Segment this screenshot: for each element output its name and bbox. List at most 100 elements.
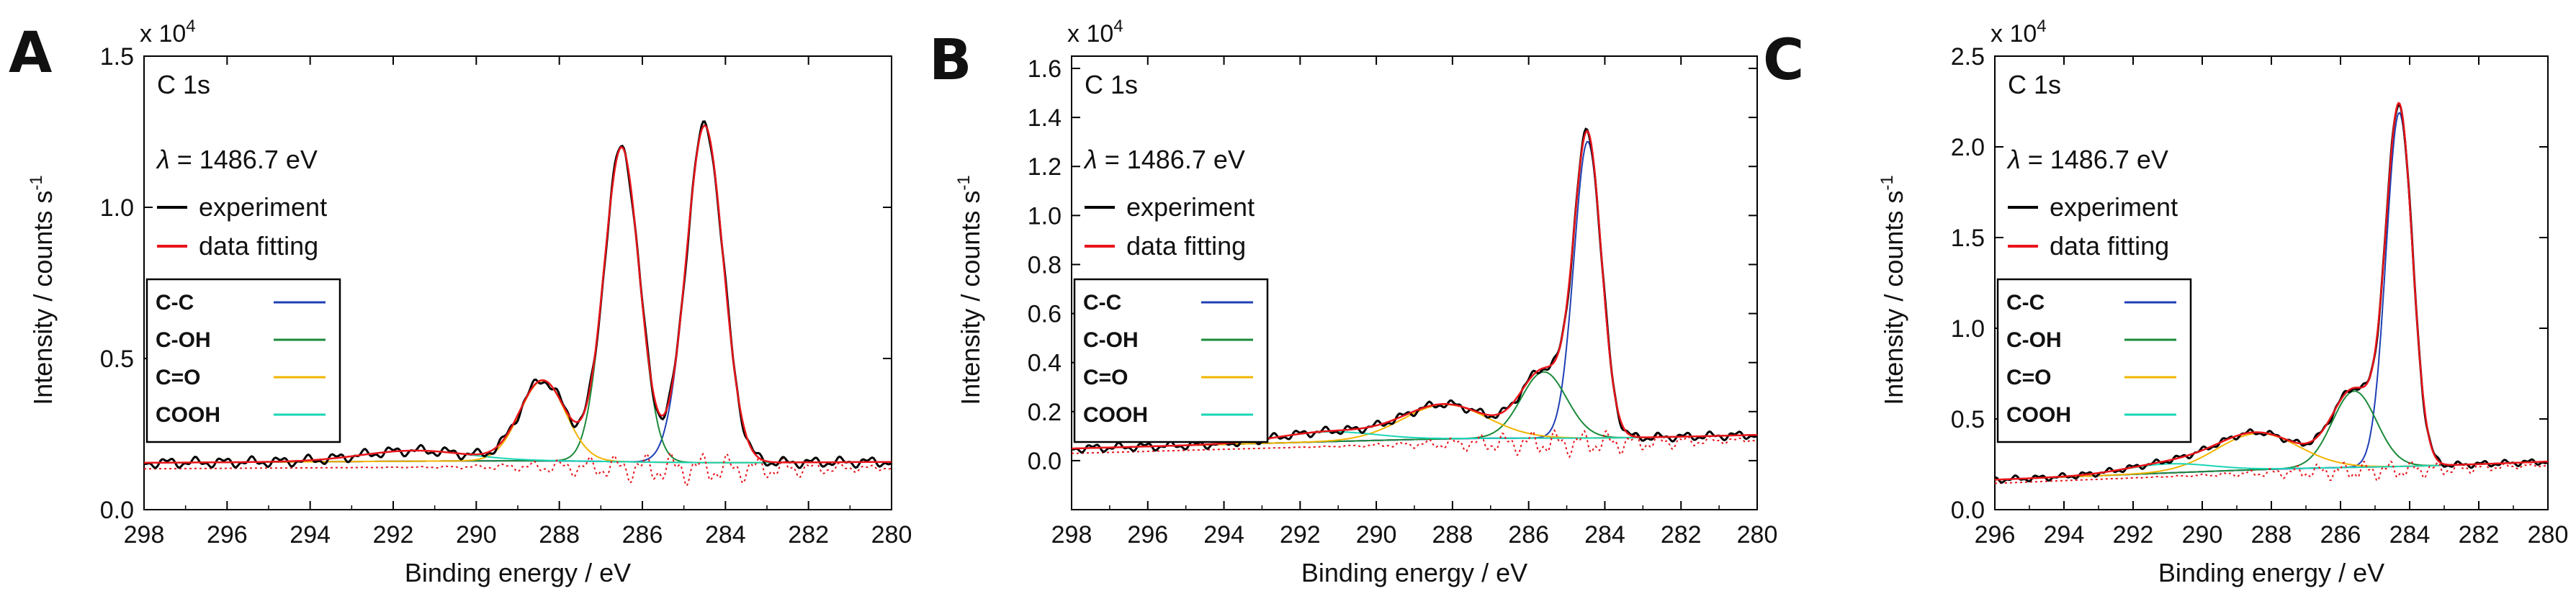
y-tick-label: 0.0 [1028, 448, 1062, 475]
x-tick-label: 282 [2459, 521, 2500, 549]
multiplier-exponent: 4 [1113, 17, 1123, 36]
x-tick-label: 296 [1975, 521, 2016, 549]
energy-value: = 1486.7 eV [2021, 145, 2168, 174]
y-axis-label-sup: -1 [27, 175, 46, 190]
x-tick-label: 294 [2044, 521, 2085, 549]
x-axis-label: Binding energy / eV [1301, 558, 1527, 587]
y-tick-label: 0.2 [1028, 399, 1062, 426]
legend-label: data fitting [2050, 231, 2169, 261]
experiment-line [1995, 104, 2548, 484]
x-tick-label: 286 [2320, 521, 2361, 549]
energy-value: = 1486.7 eV [1098, 145, 1245, 174]
x-tick-label: 286 [1508, 521, 1549, 549]
x-tick-label: 290 [456, 521, 497, 549]
panel-letter: A [9, 21, 52, 86]
y-tick-label: 0.4 [1028, 350, 1062, 377]
y-axis-label: Intensity / counts s-1 [954, 175, 985, 405]
experiment-line [144, 120, 892, 469]
multiplier-label: x 104 [1991, 17, 2047, 48]
component-legend-label: C=O [2006, 366, 2052, 389]
spectrum-label: C 1s [157, 70, 210, 99]
legend-label: experiment [2050, 192, 2178, 222]
x-tick-label: 294 [290, 521, 331, 549]
x-axis-label: Binding energy / eV [405, 558, 631, 587]
y-tick-label: 1.0 [1028, 202, 1062, 230]
x-tick-label: 288 [2251, 521, 2292, 549]
component-legend-label: C=O [1083, 366, 1128, 389]
x-tick-label: 296 [1127, 521, 1168, 549]
plot-area [1995, 102, 2548, 484]
y-tick-label: 0.0 [1951, 497, 1985, 524]
x-tick-label: 284 [1584, 521, 1625, 549]
energy-annotation: λ = 1486.7 eV [2006, 145, 2168, 174]
plot-area [1072, 127, 1757, 459]
energy-value: = 1486.7 eV [170, 145, 318, 174]
y-tick-label: 1.2 [1028, 153, 1062, 181]
component-legend-label: C=O [156, 366, 201, 389]
multiplier-exponent: 4 [2037, 17, 2046, 36]
fit-line [1072, 130, 1757, 450]
y-tick-label: 0.6 [1028, 301, 1062, 328]
y-tick-label: 2.5 [1951, 43, 1985, 71]
y-tick-label: 1.6 [1028, 55, 1062, 83]
x-tick-label: 280 [871, 521, 912, 549]
component-legend-label: COOH [2006, 403, 2071, 427]
component-legend-label: COOH [156, 403, 220, 427]
x-tick-label: 288 [1432, 521, 1473, 549]
component-legend-label: C-C [2006, 291, 2045, 315]
y-tick-label: 1.0 [100, 194, 134, 222]
x-tick-label: 294 [1203, 521, 1244, 549]
component-legend-label: C-OH [1083, 328, 1139, 352]
y-axis-label-sup: -1 [954, 175, 974, 190]
residual-line [1072, 428, 1757, 459]
x-tick-label: 298 [124, 521, 165, 549]
x-tick-label: 280 [1737, 521, 1778, 549]
panel-letter: B [929, 28, 971, 93]
x-tick-label: 290 [1356, 521, 1397, 549]
legend-label: experiment [1126, 192, 1255, 222]
x-tick-label: 284 [705, 521, 746, 549]
component-legend-label: C-C [1083, 291, 1121, 315]
y-tick-label: 2.0 [1951, 134, 1985, 161]
multiplier-label: x 104 [140, 17, 196, 48]
y-tick-label: 0.0 [100, 497, 134, 524]
x-tick-label: 290 [2182, 521, 2223, 549]
component-legend-label: C-OH [156, 328, 211, 352]
panel-letter: C [1763, 28, 1804, 93]
lambda-symbol: λ [1083, 145, 1098, 174]
y-axis-label: Intensity / counts s-1 [1877, 175, 1908, 405]
x-tick-label: 288 [539, 521, 580, 549]
x-tick-label: 298 [1051, 521, 1092, 549]
x-axis-label: Binding energy / eV [2158, 558, 2384, 587]
plot-area [144, 120, 892, 487]
y-axis-label-sup: -1 [1877, 175, 1897, 190]
spectrum-label: C 1s [2008, 70, 2061, 99]
legend-label: data fitting [199, 231, 318, 261]
legend-label: experiment [199, 192, 327, 222]
energy-annotation: λ = 1486.7 eV [1083, 145, 1245, 174]
residual-line [144, 451, 892, 487]
x-tick-label: 296 [207, 521, 248, 549]
y-tick-label: 0.8 [1028, 251, 1062, 279]
x-tick-label: 292 [1280, 521, 1321, 549]
multiplier-exponent: 4 [186, 17, 195, 36]
x-tick-label: 280 [2528, 521, 2569, 549]
x-tick-label: 282 [1661, 521, 1702, 549]
spectrum-label: C 1s [1085, 70, 1138, 99]
residual-line [1995, 459, 2548, 484]
y-tick-label: 0.5 [1951, 406, 1985, 433]
energy-annotation: λ = 1486.7 eV [156, 145, 318, 174]
x-tick-label: 292 [373, 521, 414, 549]
fit-line [1995, 102, 2548, 481]
lambda-symbol: λ [2006, 145, 2021, 174]
y-tick-label: 1.5 [1951, 225, 1985, 252]
x-tick-label: 284 [2389, 521, 2431, 549]
y-axis-label: Intensity / counts s-1 [27, 175, 58, 405]
multiplier-label: x 104 [1067, 17, 1123, 48]
y-tick-label: 1.5 [100, 43, 134, 71]
x-tick-label: 292 [2113, 521, 2154, 549]
